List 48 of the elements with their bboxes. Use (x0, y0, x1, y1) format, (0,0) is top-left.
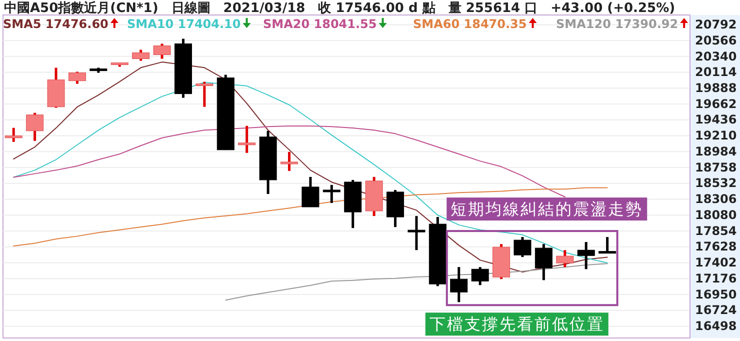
text: SMA10 17404.10 (127, 17, 241, 31)
y-tick-label: 18532 (695, 176, 737, 190)
candlestick (556, 248, 574, 268)
y-tick-label: 18306 (695, 192, 737, 206)
text: SMA120 17390.92 (556, 17, 678, 31)
candlestick (408, 214, 426, 252)
candlestick (196, 80, 214, 108)
y-tick-label: 19210 (695, 128, 737, 143)
candlestick (577, 240, 595, 270)
candlestick (514, 236, 532, 258)
candlestick (132, 48, 150, 62)
candlestick (26, 112, 44, 142)
y-tick-label: 18984 (695, 144, 737, 158)
candlestick (238, 124, 256, 154)
y-tick-label: 16950 (695, 287, 737, 302)
y-tick-label: 16498 (695, 319, 737, 334)
candlestick (450, 266, 468, 304)
y-tick-label: 17628 (695, 240, 737, 254)
text: SMA20 18041.55 (263, 17, 377, 31)
candlestick (68, 70, 86, 86)
candlestick (302, 176, 320, 208)
y-tick-label: 19662 (695, 96, 737, 111)
y-tick-label: 19888 (695, 81, 737, 96)
y-tick-label: 20114 (695, 65, 737, 80)
annotation: 下檔支撐先看前低位置 (429, 314, 604, 334)
y-tick-label: 20566 (695, 33, 737, 48)
candlestick (322, 184, 340, 204)
y-tick-label: 20792 (695, 18, 737, 32)
y-tick-label: 18758 (695, 160, 737, 174)
text: SMA5 17476.60 (3, 17, 108, 31)
candlestick (4, 126, 22, 144)
y-tick-label: 17176 (695, 271, 737, 286)
candlestick (153, 42, 171, 60)
y-tick-label: 18080 (695, 208, 737, 222)
annotation: 短期均線糾結的震盪走勢 (450, 200, 644, 219)
y-tick-label: 20340 (695, 49, 737, 64)
candlestick (471, 266, 489, 286)
y-tick-label: 17402 (695, 256, 737, 270)
line-series (13, 125, 566, 198)
text: SMA60 18470.35 (413, 17, 527, 31)
chart-title: 中國A50指數近月(CN*1) 日線圖 2021/03/18 收 17546.00 d 點 量 255614 口 +43.00 (+0.25%) (4, 0, 676, 16)
line-series (13, 187, 608, 247)
candlestick (598, 236, 616, 254)
y-tick-label: 19436 (695, 112, 737, 127)
candlestick (280, 150, 298, 172)
candlestick (534, 242, 552, 282)
y-tick-label: 17854 (695, 224, 737, 238)
y-tick-label: 16724 (695, 303, 737, 318)
